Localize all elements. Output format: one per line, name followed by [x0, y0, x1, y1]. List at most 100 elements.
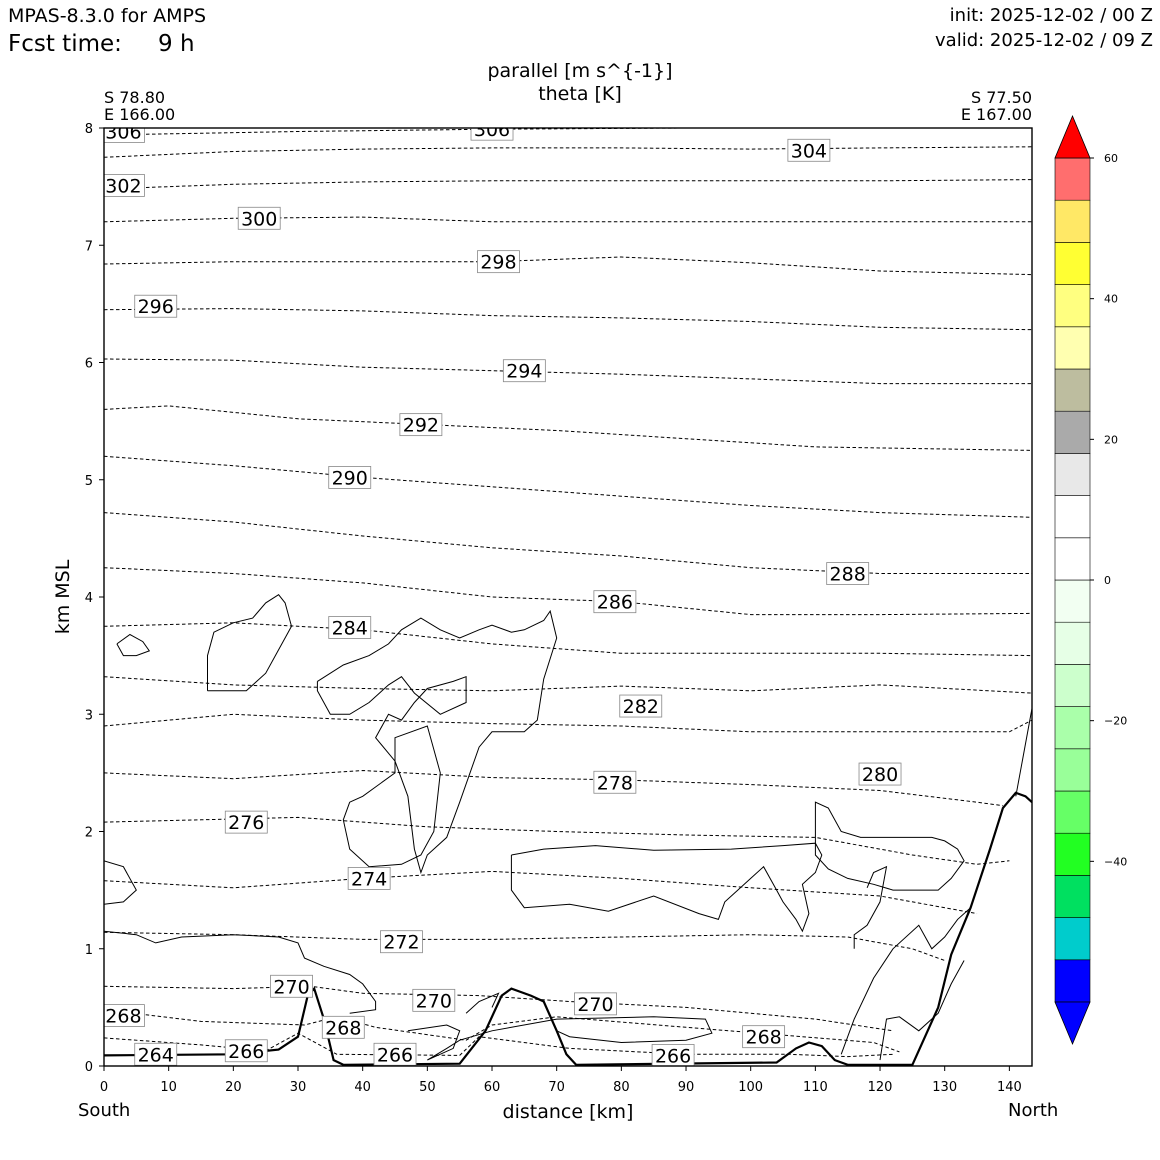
theta-contour-280 — [104, 713, 1032, 733]
colorbar-segment — [1054, 326, 1091, 370]
theta-label-290: 290 — [328, 466, 372, 489]
y-axis-label: km MSL — [52, 559, 74, 634]
y-tick-label: 6 — [85, 357, 93, 372]
start-latitude: S 78.80 — [104, 88, 166, 107]
colorbar-segment — [1054, 579, 1091, 623]
svg-text:292: 292 — [403, 415, 439, 437]
theta-label-270: 270 — [412, 988, 456, 1012]
theta-contour-306 — [104, 128, 687, 136]
svg-text:284: 284 — [332, 617, 368, 639]
svg-text:268: 268 — [105, 1006, 141, 1028]
wind-contour-8 — [853, 865, 888, 949]
plot-title-theta: theta [K] — [538, 83, 622, 105]
theta-label-274: 274 — [347, 867, 391, 890]
svg-text:268: 268 — [325, 1017, 361, 1039]
wind-contour-3 — [342, 725, 441, 868]
x-tick-label: 140 — [997, 1080, 1022, 1095]
svg-text:290: 290 — [332, 467, 368, 489]
valid-time: valid: 2025-12-02 / 09 Z — [935, 30, 1153, 51]
colorbar-segment — [1054, 959, 1091, 1003]
y-tick-label: 0 — [85, 1060, 93, 1075]
svg-text:270: 270 — [273, 976, 309, 998]
svg-text:302: 302 — [105, 175, 141, 197]
x-tick-label: 90 — [678, 1080, 695, 1095]
x-tick-label: 30 — [290, 1080, 307, 1095]
svg-text:296: 296 — [138, 296, 174, 318]
colorbar-tick-label: 20 — [1104, 433, 1118, 446]
colorbar-segment — [1054, 368, 1091, 412]
wind-contour-1 — [207, 594, 293, 692]
wind-contour-13 — [465, 992, 500, 1014]
theta-contour-302 — [104, 179, 1032, 190]
axes: 0 10 20 30 40 50 60 70 80 90 100 110 120 130 140 0 1 2 3 4 5… — [85, 122, 1033, 1095]
colorbar-segment — [1054, 706, 1091, 750]
colorbar-segment — [1054, 917, 1091, 961]
start-longitude: E 166.00 — [104, 105, 176, 124]
wind-contour-7 — [104, 930, 377, 1014]
svg-text:266: 266 — [228, 1041, 264, 1063]
x-end-label-south: South — [78, 1100, 131, 1121]
svg-text:266: 266 — [655, 1045, 691, 1067]
svg-text:272: 272 — [383, 932, 419, 954]
y-tick-label: 2 — [85, 826, 93, 841]
x-tick-label: 100 — [738, 1080, 763, 1095]
y-tick-label: 1 — [85, 943, 93, 958]
theta-contour-282 — [104, 676, 1032, 694]
theta-label-292: 292 — [399, 413, 443, 437]
colorbar-segment — [1054, 453, 1091, 496]
theta-contour-286 — [104, 567, 1032, 616]
colorbar-extend-high — [1054, 114, 1091, 159]
y-tick-label: 3 — [85, 708, 93, 723]
svg-text:264: 264 — [138, 1044, 174, 1066]
svg-text:282: 282 — [623, 696, 659, 718]
x-tick-label: 0 — [100, 1080, 108, 1095]
x-tick-label: 110 — [803, 1080, 828, 1095]
svg-text:268: 268 — [745, 1027, 781, 1049]
colorbar-segment — [1054, 410, 1091, 454]
colorbar-tick-label: −40 — [1104, 855, 1127, 868]
plot-frame — [103, 127, 1033, 1067]
colorbar-tick-label: 40 — [1104, 293, 1118, 306]
theta-label-272: 272 — [380, 930, 423, 954]
x-tick-label: 70 — [548, 1080, 565, 1095]
end-latitude: S 77.50 — [970, 88, 1032, 107]
theta-label-296: 296 — [134, 294, 178, 318]
svg-text:288: 288 — [830, 564, 866, 586]
svg-text:294: 294 — [506, 361, 542, 383]
x-end-label-north: North — [1008, 1100, 1059, 1121]
colorbar: −40 −20 0 20 40 60 — [1054, 114, 1127, 1046]
theta-contour-288 — [104, 512, 1032, 574]
theta-label-302: 302 — [104, 174, 145, 197]
theta-label-268: 268 — [104, 1004, 145, 1028]
theta-label-282: 282 — [619, 694, 663, 718]
theta-label-294: 294 — [502, 359, 546, 383]
x-tick-label: 120 — [868, 1080, 893, 1095]
colorbar-segment — [1054, 157, 1091, 201]
theta-label-286: 286 — [593, 590, 637, 614]
svg-text:280: 280 — [862, 764, 898, 786]
theta-contour-268 — [104, 1009, 900, 1053]
colorbar-tick-label: 0 — [1104, 574, 1111, 587]
theta-contour-294 — [104, 358, 1032, 385]
colorbar-segment — [1054, 242, 1091, 285]
theta-label-270: 270 — [270, 974, 313, 998]
model-title: MPAS-8.3.0 for AMPS — [8, 5, 207, 27]
theta-label-306: 306 — [470, 128, 514, 141]
theta-contour-292 — [104, 405, 1032, 451]
theta-contour-304 — [104, 146, 1032, 158]
y-tick-label: 4 — [85, 591, 93, 606]
wind-contour-5 — [510, 842, 823, 933]
theta-contour-290 — [104, 455, 1032, 518]
theta-label-284: 284 — [328, 616, 372, 639]
colorbar-segment — [1054, 790, 1091, 834]
theta-contour-296 — [104, 308, 1032, 331]
colorbar-segment — [1054, 199, 1091, 243]
terrain-line — [104, 791, 1032, 1066]
wind-contour-2 — [316, 609, 558, 875]
forecast-time-value: 9 h — [158, 31, 195, 57]
theta-label-288: 288 — [826, 562, 870, 586]
colorbar-segment — [1054, 748, 1091, 792]
theta-label-300: 300 — [237, 206, 281, 230]
x-tick-label: 40 — [354, 1080, 371, 1095]
theta-contour-284 — [104, 622, 1032, 657]
